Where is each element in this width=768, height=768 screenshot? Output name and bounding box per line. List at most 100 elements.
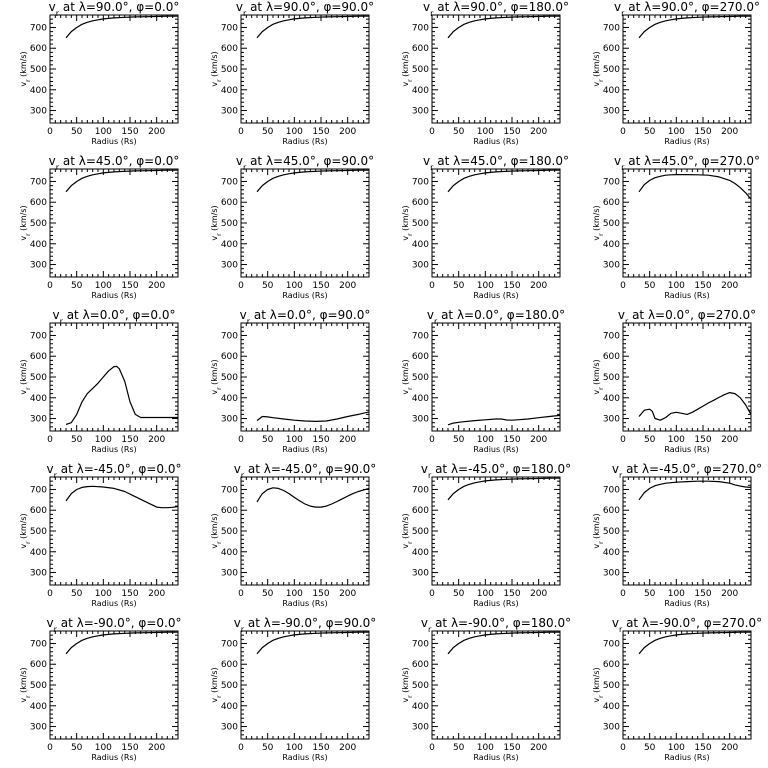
x-tick-label: 200 (148, 281, 165, 291)
x-tick-label: 100 (668, 589, 685, 599)
chart-panel-3: vr at λ=90.0°, φ=180.0° 0 50 100 150 200 300 40… (401, 0, 569, 146)
y-tick-label: 400 (603, 394, 620, 404)
x-tick-label: 200 (339, 743, 356, 753)
y-tick-label: 600 (221, 44, 238, 54)
plot-frame (431, 322, 561, 432)
x-tick-label: 100 (95, 743, 112, 753)
x-tick-label: 200 (530, 743, 547, 753)
y-tick-label: 700 (221, 639, 238, 649)
y-tick-label: 500 (412, 681, 429, 691)
x-tick-label: 200 (721, 589, 738, 599)
plot-frame (49, 14, 179, 124)
plot-frame (240, 14, 370, 124)
chart-panel-14: vr at λ=-45.0°, φ=90.0° 0 50 100 150 200 300 40… (210, 462, 376, 608)
y-tick-label: 400 (30, 240, 47, 250)
x-tick-label: 50 (453, 435, 465, 445)
plot-frame (622, 14, 752, 124)
y-tick-label: 700 (30, 331, 47, 341)
y-tick-label: 300 (412, 415, 429, 425)
series-line (447, 477, 560, 501)
x-tick-label: 200 (339, 589, 356, 599)
series-line (256, 487, 370, 508)
x-tick-label: 150 (312, 743, 329, 753)
x-tick-label: 150 (503, 127, 520, 137)
y-tick-label: 300 (30, 261, 47, 271)
x-axis-label: Radius (Rs) (91, 291, 136, 300)
y-tick-label: 700 (221, 23, 238, 33)
y-tick-label: 500 (603, 527, 620, 537)
chart-panel-13: vr at λ=-45.0°, φ=0.0° 0 50 100 150 200 300 400… (19, 462, 181, 608)
x-axis-label: Radius (Rs) (664, 137, 709, 146)
y-tick-label: 300 (30, 415, 47, 425)
x-tick-label: 0 (47, 589, 53, 599)
x-tick-label: 50 (644, 743, 656, 753)
x-tick-label: 0 (238, 589, 244, 599)
y-tick-label: 700 (603, 23, 620, 33)
x-tick-label: 100 (668, 435, 685, 445)
x-tick-label: 0 (238, 435, 244, 445)
y-tick-label: 400 (412, 86, 429, 96)
x-tick-label: 150 (503, 589, 520, 599)
y-tick-label: 300 (412, 107, 429, 117)
y-tick-label: 300 (221, 723, 238, 733)
y-tick-label: 400 (221, 702, 238, 712)
chart-title: vr at λ=-90.0°, φ=270.0° (612, 616, 762, 634)
x-tick-label: 50 (262, 127, 274, 137)
x-axis-label: Radius (Rs) (664, 445, 709, 454)
x-tick-label: 50 (644, 435, 656, 445)
y-tick-label: 500 (221, 65, 238, 75)
x-tick-label: 100 (95, 127, 112, 137)
y-tick-label: 700 (603, 639, 620, 649)
y-axis-label: vr (km/s) (401, 205, 414, 240)
chart-panel-17: vr at λ=-90.0°, φ=0.0° 0 50 100 150 200 300 400… (19, 616, 181, 762)
x-tick-label: 150 (121, 435, 138, 445)
y-tick-label: 400 (603, 240, 620, 250)
x-tick-label: 100 (286, 127, 303, 137)
y-tick-label: 500 (412, 65, 429, 75)
y-tick-label: 700 (30, 177, 47, 187)
chart-title: vr at λ=45.0°, φ=270.0° (614, 154, 760, 172)
y-tick-label: 400 (603, 548, 620, 558)
x-tick-label: 150 (121, 589, 138, 599)
y-tick-label: 300 (221, 569, 238, 579)
y-tick-label: 400 (30, 394, 47, 404)
x-tick-label: 200 (530, 281, 547, 291)
series-line (638, 480, 752, 501)
plot-frame (49, 168, 179, 278)
y-tick-label: 600 (603, 506, 620, 516)
y-tick-label: 700 (412, 331, 429, 341)
chart-panel-16: vr at λ=-45.0°, φ=270.0° 0 50 100 150 200 300 4… (592, 462, 762, 608)
y-tick-label: 300 (30, 569, 47, 579)
x-tick-label: 0 (429, 589, 435, 599)
chart-title: vr at λ=-45.0°, φ=0.0° (47, 462, 182, 480)
x-tick-label: 50 (71, 127, 83, 137)
y-tick-label: 700 (221, 485, 238, 495)
series-line (447, 631, 560, 655)
x-tick-label: 100 (95, 281, 112, 291)
x-tick-label: 50 (71, 281, 83, 291)
y-tick-label: 400 (221, 240, 238, 250)
y-tick-label: 700 (30, 23, 47, 33)
x-tick-label: 50 (262, 743, 274, 753)
y-tick-label: 400 (30, 86, 47, 96)
x-tick-label: 200 (148, 589, 165, 599)
series-line (256, 15, 369, 39)
chart-panel-11: vr at λ=0.0°, φ=180.0° 0 50 100 150 200 300 400… (401, 308, 565, 454)
y-tick-label: 600 (30, 352, 47, 362)
x-tick-label: 0 (620, 281, 626, 291)
x-axis-label: Radius (Rs) (473, 599, 518, 608)
y-tick-label: 700 (412, 23, 429, 33)
y-tick-label: 600 (412, 506, 429, 516)
y-tick-label: 400 (603, 702, 620, 712)
x-axis-label: Radius (Rs) (282, 445, 327, 454)
plot-frame (49, 630, 179, 740)
y-tick-label: 400 (412, 240, 429, 250)
x-tick-label: 150 (503, 281, 520, 291)
y-tick-label: 400 (30, 548, 47, 558)
y-axis-label: vr (km/s) (210, 51, 223, 86)
chart-title: vr at λ=0.0°, φ=90.0° (240, 308, 371, 326)
x-tick-label: 0 (47, 435, 53, 445)
y-tick-label: 500 (30, 681, 47, 691)
y-axis-label: vr (km/s) (210, 205, 223, 240)
x-tick-label: 200 (339, 281, 356, 291)
